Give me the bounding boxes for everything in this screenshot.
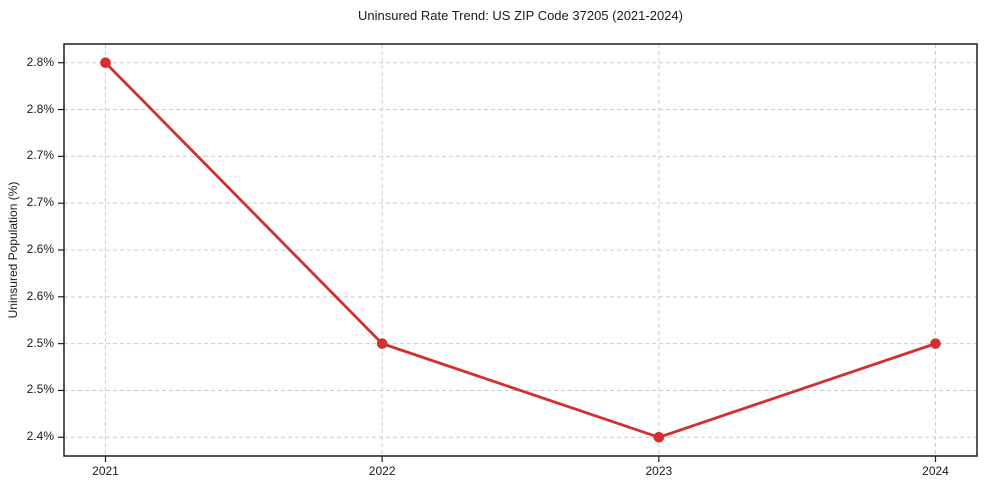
data-point-marker: [930, 338, 941, 349]
x-tick-label: 2021: [92, 464, 119, 478]
y-tick-label: 2.4%: [26, 429, 54, 444]
trend-line: [104, 61, 937, 439]
x-tick-label: 2023: [645, 464, 673, 478]
y-tick-label: 2.5%: [26, 382, 54, 397]
data-point-marker: [653, 431, 665, 443]
data-point-marker: [100, 57, 111, 69]
x-tick-label: 2024: [922, 464, 949, 478]
y-tick-label: 2.7%: [26, 195, 54, 210]
y-tick-label: 2.6%: [26, 242, 54, 256]
y-tick-label: 2.5%: [26, 335, 54, 350]
x-tick-label: 2022: [368, 464, 396, 478]
chart-title: Uninsured Rate Trend: US ZIP Code 37205 …: [358, 8, 683, 23]
y-tick-label: 2.8%: [26, 54, 54, 69]
y-tick-label: 2.8%: [26, 101, 54, 116]
y-tick-label: 2.6%: [26, 288, 54, 303]
y-tick-label: 2.7%: [26, 148, 54, 163]
data-point-marker: [376, 338, 388, 349]
